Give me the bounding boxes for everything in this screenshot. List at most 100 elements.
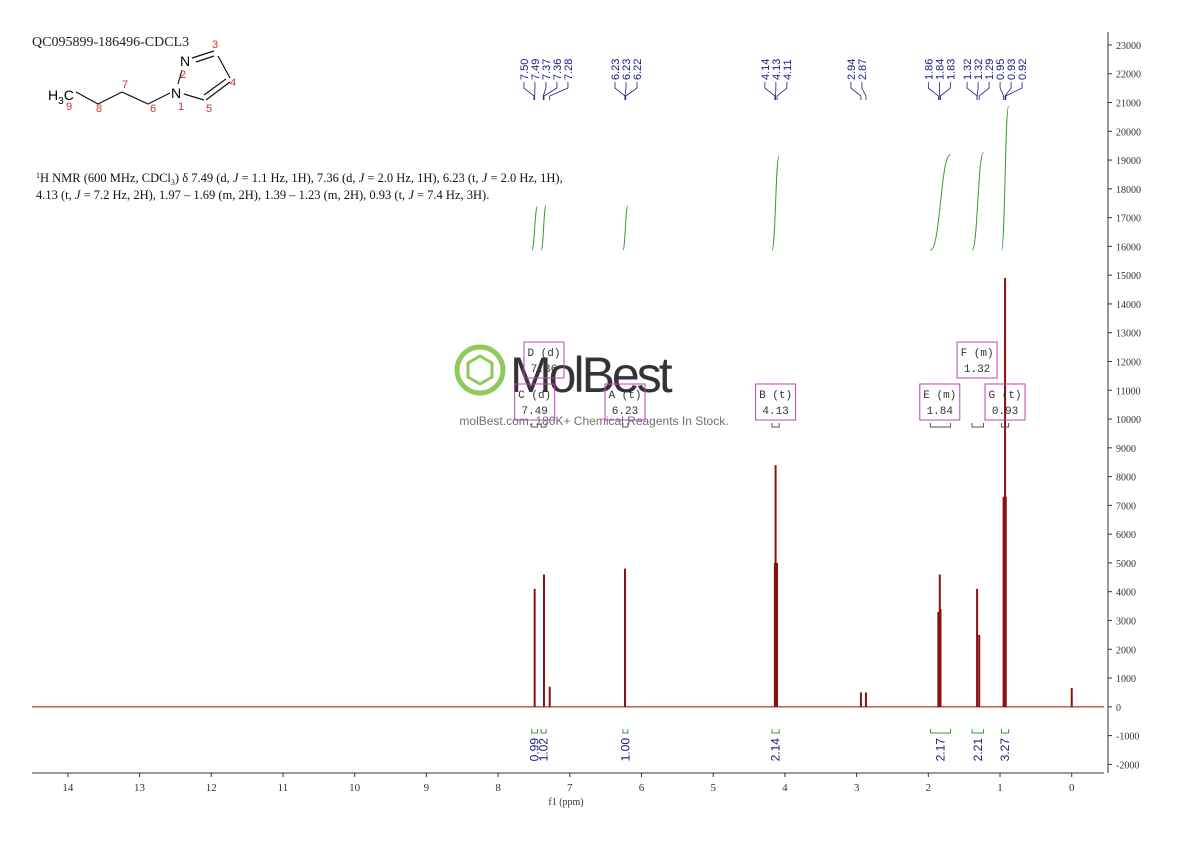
y-tick-label: 22000 [1116, 70, 1141, 81]
integral-curve [771, 155, 780, 251]
description-line: 4.13 (t, J = 7.2 Hz, 2H), 1.97 – 1.69 (m… [36, 188, 489, 202]
x-tick-label: 4 [782, 782, 788, 794]
seg: J [408, 188, 415, 202]
x-tick-label: 11 [278, 782, 289, 794]
peak-leader [861, 82, 867, 100]
x-axis-label: f1 (ppm) [548, 797, 583, 808]
integral-bracket [971, 729, 985, 734]
integral-bracket [1000, 729, 1010, 734]
multiplet-box [514, 383, 556, 421]
methyl-c: C [64, 87, 74, 103]
multiplet-shift: 7.36 [531, 364, 557, 376]
multiplet-name: B (t) [759, 390, 792, 402]
y-tick-label: 12000 [1116, 357, 1141, 368]
multiplet-shift: 6.23 [612, 406, 638, 418]
sample-id: QC095899-186496-CDCL3 [32, 35, 189, 50]
y-tick-label: 5000 [1116, 559, 1136, 570]
seg: J [75, 188, 82, 202]
peak-label: 6.22 [632, 59, 644, 80]
locant: 9 [66, 101, 72, 113]
y-tick-label: 11000 [1116, 386, 1141, 397]
peak-leader [625, 82, 638, 100]
methyl-h: H [48, 87, 58, 103]
y-tick-label: 20000 [1116, 127, 1141, 138]
y-tick-label: 15000 [1116, 271, 1141, 282]
methyl-label: H3C [48, 87, 74, 107]
multiplet-shift: 4.13 [762, 406, 788, 418]
integral-curve [1000, 105, 1010, 251]
multiplet-range [540, 423, 547, 428]
peak-leader [999, 82, 1005, 100]
multiplet-shift: 7.49 [521, 406, 547, 418]
y-tick-label: 18000 [1116, 185, 1141, 196]
seg: H NMR (600 MHz, CDCl [40, 171, 171, 185]
peak-label: 1.32 [973, 59, 985, 80]
atom-n1: N [171, 85, 181, 101]
peak-label: 0.93 [1006, 59, 1018, 80]
multiplet-range [1000, 423, 1010, 428]
integral-bracket [540, 729, 547, 734]
seg: J [359, 171, 366, 185]
integral-label: 0.99 [528, 738, 542, 762]
seg: 4.13 (t, [36, 188, 75, 202]
description-line: 1H NMR (600 MHz, CDCl3) δ 7.49 (d, J = 1… [36, 171, 563, 187]
multiplet-box [523, 341, 565, 379]
peak-label: 7.28 [563, 59, 575, 80]
multiplet-name: D (d) [527, 348, 560, 360]
y-tick-label: 23000 [1116, 41, 1141, 52]
structure-bonds [75, 50, 231, 105]
multiplet-range [971, 423, 985, 428]
peak-leader [966, 82, 978, 100]
multiplet-box [919, 383, 961, 421]
multiplet-name: G (t) [989, 390, 1022, 402]
peak-leader [976, 82, 979, 100]
watermark: MolBest molBest.com, 180K+ Chemical Reag… [454, 344, 729, 428]
x-tick-label: 12 [206, 782, 217, 794]
x-tick-label: 10 [349, 782, 361, 794]
y-tick-label: -1000 [1116, 732, 1139, 743]
peak-leader [1004, 82, 1012, 100]
peak-label: 7.49 [530, 59, 542, 80]
integral-bracket [771, 729, 780, 734]
methyl-sub: 3 [58, 96, 64, 107]
peak-leader [978, 82, 990, 100]
peak-label: 7.37 [541, 59, 553, 80]
locant: 8 [96, 103, 102, 115]
integral-label: 2.14 [769, 738, 783, 762]
peak-leader [764, 82, 776, 100]
peak-leader [940, 82, 951, 100]
multiplet-name: E (m) [923, 390, 956, 402]
seg: = 2.0 Hz, 1H), [487, 171, 562, 185]
integral-curve [531, 205, 539, 251]
locant: 3 [212, 39, 218, 51]
peak-label: 7.50 [519, 59, 531, 80]
integral-label: 1.02 [537, 738, 551, 762]
multiplet-range [531, 423, 539, 428]
y-tick-label: 21000 [1116, 99, 1141, 110]
multiplet-name: A (t) [608, 390, 641, 402]
locant: 5 [206, 103, 212, 115]
logo-ring [454, 344, 506, 396]
multiplet-range [771, 423, 780, 428]
peak-label: 4.14 [760, 59, 772, 80]
seg: J [482, 171, 489, 185]
peak-leader [523, 82, 535, 100]
locant: 2 [180, 69, 186, 81]
integral-bracket [929, 729, 952, 734]
peak-label: 1.29 [984, 59, 996, 80]
x-tick-label: 1 [997, 782, 1003, 794]
locants: 1 2 3 4 5 6 7 8 9 [66, 39, 236, 115]
peak-leader [624, 82, 627, 100]
peak-label: 2.87 [857, 59, 869, 80]
seg: J [233, 171, 240, 185]
x-tick-label: 0 [1069, 782, 1075, 794]
sub: 3 [171, 178, 175, 187]
peak-label: 0.95 [995, 59, 1007, 80]
x-tick-label: 9 [424, 782, 430, 794]
brand: MolBest [510, 347, 673, 403]
x-tick-label: 13 [134, 782, 146, 794]
integral-label: 1.00 [618, 738, 632, 762]
x-tick-label: 6 [639, 782, 645, 794]
peak-label: 6.23 [610, 59, 622, 80]
